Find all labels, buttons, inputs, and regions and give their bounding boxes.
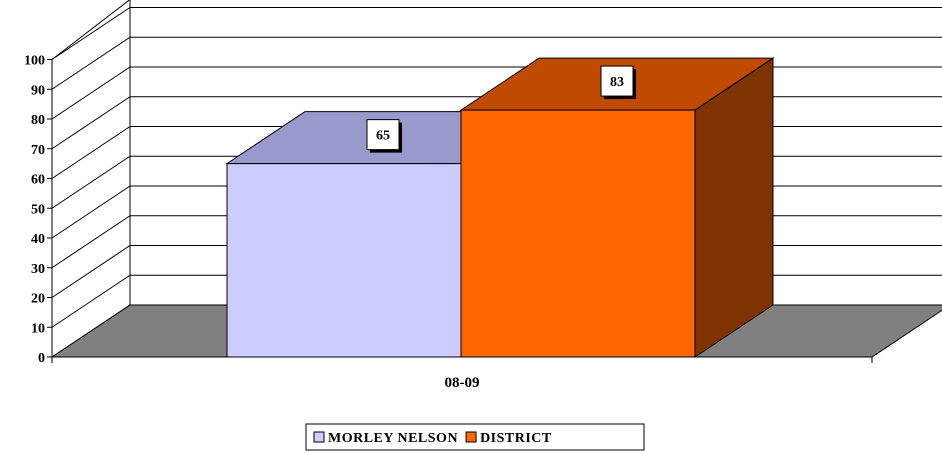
gridline-side [51,215,131,269]
gridline-side [51,245,131,298]
bars: 65 83 [225,57,775,358]
gridline-side [51,36,131,90]
data-label: 83 [610,75,624,90]
y-tick-label: 40 [31,232,45,247]
gridline-side [51,185,131,239]
data-label-box [366,119,400,151]
gridline-side [51,7,131,60]
x-category-label: 08-09 [445,375,480,391]
gridline-side [51,155,131,209]
back-wall [129,0,942,305]
bar-district-side [694,57,774,358]
bar-morley-nelson [226,163,462,358]
legend: MORLEY NELSON DISTRICT [305,423,645,451]
bar-district [460,109,696,358]
gridline-side [51,274,131,328]
y-axis: 0 10 20 30 40 50 60 70 80 90 100 [24,54,52,366]
legend-swatch [313,431,325,443]
data-label-box [600,65,634,97]
gridline-side [51,66,131,120]
y-tick-label: 70 [31,143,45,158]
y-tick-label: 100 [24,54,45,69]
data-label: 65 [376,129,390,144]
legend-swatch [465,431,477,443]
legend-label: MORLEY NELSON [328,431,458,446]
side-wall-top-edge [51,0,131,60]
x-axis: 08-09 [51,357,873,391]
legend-label: DISTRICT [480,431,552,446]
gridline-side [51,126,131,179]
y-tick-label: 0 [38,351,45,366]
y-tick-label: 10 [31,321,45,336]
y-tick-label: 30 [31,262,45,277]
y-tick-label: 50 [31,202,45,217]
y-tick-label: 80 [31,113,45,128]
y-tick-label: 20 [31,292,45,307]
y-tick-label: 60 [31,173,45,188]
gridline-side [51,96,131,150]
y-tick-label: 90 [31,83,45,98]
